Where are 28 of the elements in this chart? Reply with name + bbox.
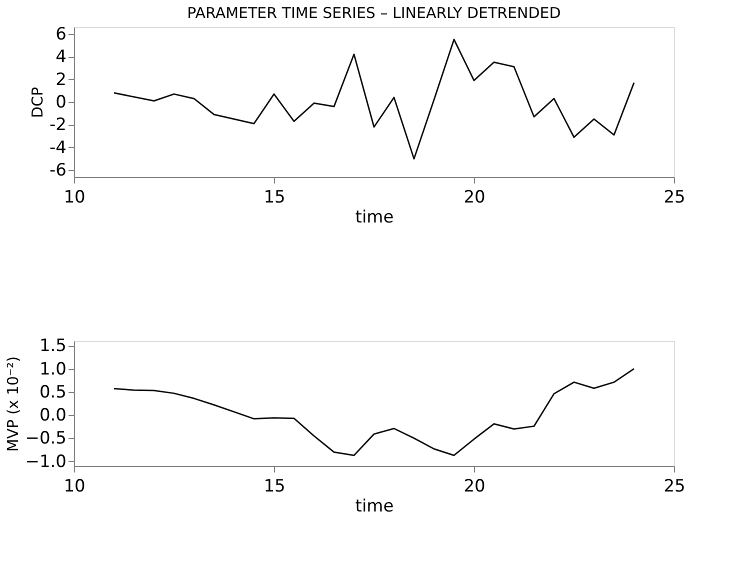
y-axis-title: MVP (x 10⁻²) [4,356,22,452]
x-axis-title: time [355,208,394,228]
y-tick-label: 1.0 [39,359,66,380]
y-tick-label: -6 [50,160,66,181]
y-tick-label: 4 [56,47,66,68]
x-tick-label: 10 [64,476,86,496]
y-tick-label: 0 [56,92,66,112]
y-tick-label: 6 [56,24,66,44]
y-axis-title: DCP [28,86,47,118]
x-tick-label: 25 [664,188,686,208]
chart-title: PARAMETER TIME SERIES – LINEARLY DETRENDED [187,4,561,22]
y-tick-label: −1.0 [25,452,66,472]
y-tick-label: 1.5 [39,336,66,356]
y-tick-label: 0.5 [39,382,66,402]
y-tick-label: 0.0 [39,406,66,426]
y-tick-label: −0.5 [25,428,66,449]
x-axis-title: time [355,496,394,516]
y-tick-label: 2 [56,70,66,90]
y-tick-label: -4 [50,138,66,158]
line-series [113,38,635,160]
x-tick-label: 10 [64,188,86,208]
x-tick-label: 15 [264,188,286,208]
y-tick-label: -2 [50,115,66,136]
x-tick-label: 25 [664,476,686,496]
x-tick-label: 15 [264,476,286,496]
x-tick-label: 20 [464,188,486,208]
line-series [113,368,635,456]
x-tick-label: 20 [464,476,486,496]
